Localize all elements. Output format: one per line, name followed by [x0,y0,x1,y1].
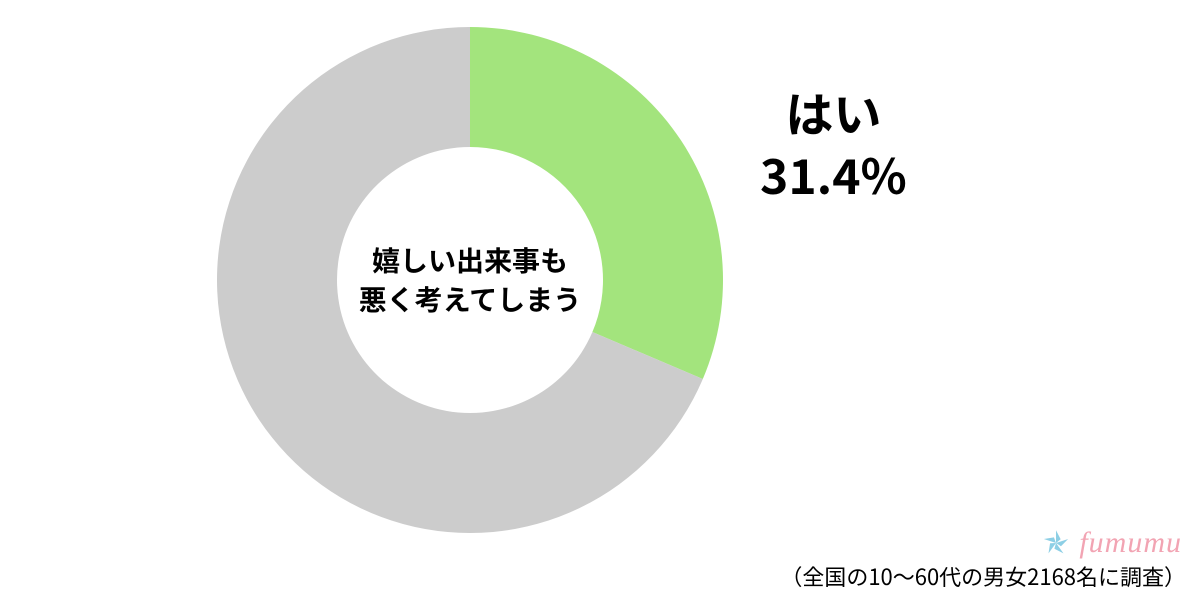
chart-center-label: 嬉しい出来事も 悪く考えてしまう [359,241,582,319]
donut-slice [470,27,723,379]
slice-label-line-2: 31.4% [760,142,907,204]
brand-logo: fumumu [1039,526,1182,560]
pinwheel-icon [1039,526,1073,560]
donut-chart: 嬉しい出来事も 悪く考えてしまう [210,20,730,540]
center-line-2: 悪く考えてしまう [359,280,582,319]
source-note-text: （全国の10～60代の男女2168名に調査） [780,560,1186,592]
slice-yes-label: はい 31.4% [760,80,907,205]
source-note: （全国の10～60代の男女2168名に調査） [780,560,1186,592]
slice-label-line-1: はい [760,80,907,142]
center-line-1: 嬉しい出来事も [359,241,582,280]
brand-name: fumumu [1079,526,1182,560]
